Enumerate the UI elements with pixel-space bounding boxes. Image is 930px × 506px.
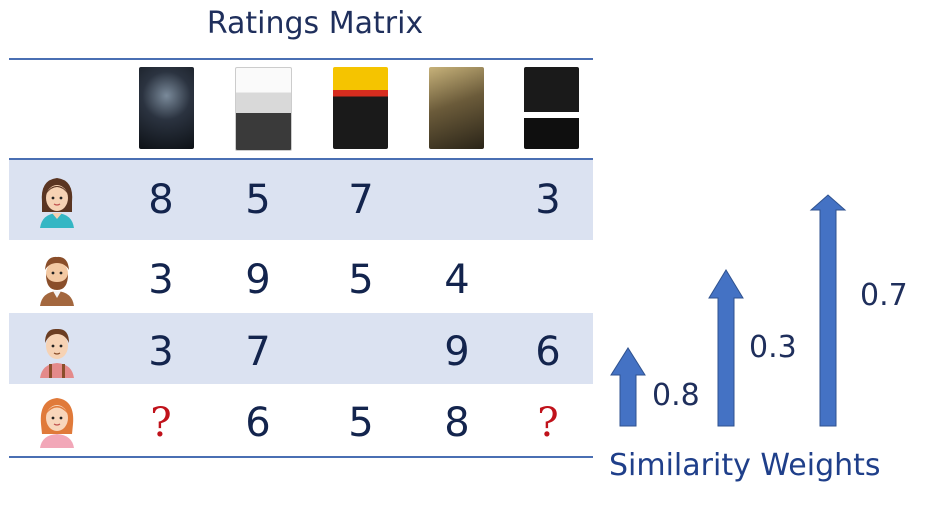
unknown-rating-cell: ? [150, 400, 172, 446]
unknown-rating-cell: ? [537, 400, 559, 446]
rating-cell: 6 [535, 329, 561, 375]
rating-cell: 6 [245, 400, 271, 446]
rating-cell: 5 [348, 257, 374, 303]
bottom-rule [9, 456, 593, 458]
similarity-weights-caption: Similarity Weights [609, 448, 881, 483]
rating-cell: 8 [444, 400, 470, 446]
pulp-fiction-poster [333, 67, 388, 149]
weight-arrow-1 [610, 347, 646, 427]
the-godfather-poster [524, 67, 579, 149]
bearded-man-avatar-icon [40, 256, 74, 306]
weight-label-2: 0.3 [749, 330, 797, 365]
matrix-title: Ratings Matrix [206, 6, 424, 41]
row-band-3 [9, 313, 593, 384]
rating-cell: 5 [348, 400, 374, 446]
rating-cell: 8 [148, 177, 174, 223]
header-rule [9, 158, 593, 160]
redhead-woman-avatar-icon [40, 398, 74, 448]
woman-avatar-icon [40, 178, 74, 228]
weight-arrow-3 [809, 194, 847, 427]
weight-label-1: 0.8 [652, 378, 700, 413]
top-rule [9, 58, 593, 60]
rating-cell: 3 [148, 329, 174, 375]
rating-cell: 9 [245, 257, 271, 303]
rating-cell: 9 [444, 329, 470, 375]
rating-cell: 3 [535, 177, 561, 223]
row-band-1 [9, 160, 593, 240]
one-flew-over-the-cuckoos-nest-poster [235, 67, 292, 151]
rating-cell: 4 [444, 257, 470, 303]
rating-cell: 3 [148, 257, 174, 303]
the-dark-knight-poster [139, 67, 194, 149]
rating-cell: 5 [245, 177, 271, 223]
rating-cell: 7 [245, 329, 271, 375]
similarity-weights-arrows [610, 194, 847, 427]
weight-label-3: 0.7 [860, 278, 908, 313]
lord-of-the-rings-poster [429, 67, 484, 149]
man-avatar-icon [40, 328, 74, 378]
weight-arrow-2 [708, 269, 744, 427]
rating-cell: 7 [348, 177, 374, 223]
